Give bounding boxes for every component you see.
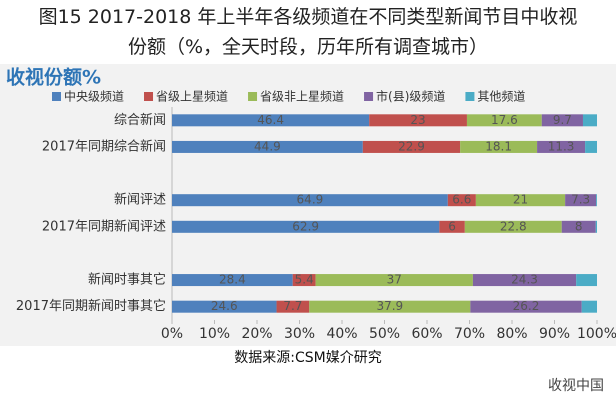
x-tick-label: 50% bbox=[369, 326, 400, 342]
bar-segment bbox=[466, 114, 542, 127]
x-tick-label: 80% bbox=[496, 326, 527, 342]
bar-segment bbox=[464, 220, 562, 233]
bar-segment bbox=[576, 274, 597, 287]
legend-label: 省级上星频道 bbox=[156, 90, 228, 104]
bar-segment bbox=[475, 194, 566, 207]
legend-swatch bbox=[248, 92, 258, 101]
y-tick-label: 综合新闻 bbox=[114, 112, 166, 128]
data-label: 44.9 bbox=[254, 139, 281, 153]
data-label: 46.4 bbox=[257, 113, 284, 127]
data-label: 28.4 bbox=[219, 273, 246, 287]
legend-swatch bbox=[52, 92, 61, 101]
bar-segment bbox=[309, 300, 471, 313]
x-tick-label: 70% bbox=[454, 326, 485, 342]
data-label: 9.7 bbox=[553, 113, 572, 127]
data-label: 11.3 bbox=[548, 139, 575, 153]
bar-segment bbox=[472, 274, 577, 287]
bar-segment bbox=[362, 140, 461, 153]
bar-segment bbox=[585, 140, 597, 153]
bar-segment bbox=[172, 300, 277, 313]
legend-label: 市(县)级频道 bbox=[376, 89, 445, 104]
x-tick-label: 100% bbox=[577, 326, 616, 342]
y-tick-label: 2017年同期新闻时事其它 bbox=[16, 298, 166, 314]
chart-title: 图15 2017-2018 年上半年各级频道在不同类型新闻节目中收视份额（%，全… bbox=[38, 6, 578, 58]
bar-segment bbox=[447, 194, 476, 207]
data-label: 8 bbox=[575, 219, 583, 233]
data-label: 24.6 bbox=[211, 299, 238, 313]
data-label: 62.9 bbox=[292, 219, 319, 233]
data-label: 21 bbox=[513, 193, 528, 207]
bar-segment bbox=[315, 274, 473, 287]
bar-segment bbox=[596, 194, 597, 207]
x-tick-label: 30% bbox=[284, 326, 315, 342]
bar-segment bbox=[439, 220, 465, 233]
bar-segment bbox=[369, 114, 467, 127]
data-label: 22.9 bbox=[398, 139, 425, 153]
legend-swatch bbox=[364, 92, 374, 101]
y-tick-label: 2017年同期综合新闻 bbox=[42, 138, 166, 154]
data-label: 6 bbox=[448, 219, 456, 233]
data-label: 24.3 bbox=[511, 273, 538, 287]
bar-segment bbox=[537, 140, 586, 153]
bar-segment bbox=[595, 220, 597, 233]
data-label: 64.9 bbox=[297, 193, 324, 207]
data-label: 7.3 bbox=[571, 193, 590, 207]
legend-label: 中央级频道 bbox=[64, 89, 124, 104]
bar-segment bbox=[172, 220, 440, 233]
subtitle: 收视份额% bbox=[6, 66, 101, 89]
watermark: 收视中国 bbox=[548, 378, 604, 394]
bar-segment bbox=[276, 300, 310, 313]
data-label: 5.4 bbox=[295, 273, 314, 287]
data-label: 18.1 bbox=[485, 139, 512, 153]
x-tick-label: 10% bbox=[199, 326, 230, 342]
source: 数据来源:CSM媒介研究 bbox=[234, 350, 381, 366]
x-tick-label: 0% bbox=[161, 326, 183, 342]
data-label: 26.2 bbox=[513, 299, 540, 313]
bar-segment bbox=[582, 114, 597, 127]
data-label: 6.6 bbox=[452, 193, 471, 207]
bar-segment bbox=[541, 114, 583, 127]
legend-swatch bbox=[144, 92, 154, 101]
x-tick-label: 40% bbox=[326, 326, 357, 342]
legend-label: 省级非上星频道 bbox=[260, 90, 344, 104]
x-tick-label: 90% bbox=[539, 326, 570, 342]
data-label: 37.9 bbox=[376, 299, 403, 313]
x-tick-label: 60% bbox=[411, 326, 442, 342]
data-label: 22.8 bbox=[500, 219, 527, 233]
bar-segment bbox=[172, 274, 293, 287]
bar-segment bbox=[172, 114, 370, 127]
legend-swatch bbox=[465, 92, 475, 101]
data-label: 37 bbox=[387, 273, 402, 287]
data-label: 23 bbox=[410, 113, 425, 127]
data-label: 7.7 bbox=[283, 299, 302, 313]
legend-label: 其他频道 bbox=[477, 90, 525, 104]
bar-segment bbox=[172, 194, 448, 207]
bar-segment bbox=[565, 194, 597, 207]
bar-segment bbox=[460, 140, 538, 153]
bar-segment bbox=[292, 274, 316, 287]
bar-segment bbox=[172, 140, 363, 153]
bar-segment bbox=[581, 300, 597, 313]
x-tick-label: 20% bbox=[241, 326, 272, 342]
data-label: 17.6 bbox=[491, 113, 518, 127]
y-tick-label: 2017年同期新闻评述 bbox=[42, 218, 166, 234]
bar-segment bbox=[470, 300, 582, 313]
bar-segment bbox=[561, 220, 596, 233]
y-tick-label: 新闻评述 bbox=[114, 192, 166, 208]
y-tick-label: 新闻时事其它 bbox=[88, 272, 166, 288]
